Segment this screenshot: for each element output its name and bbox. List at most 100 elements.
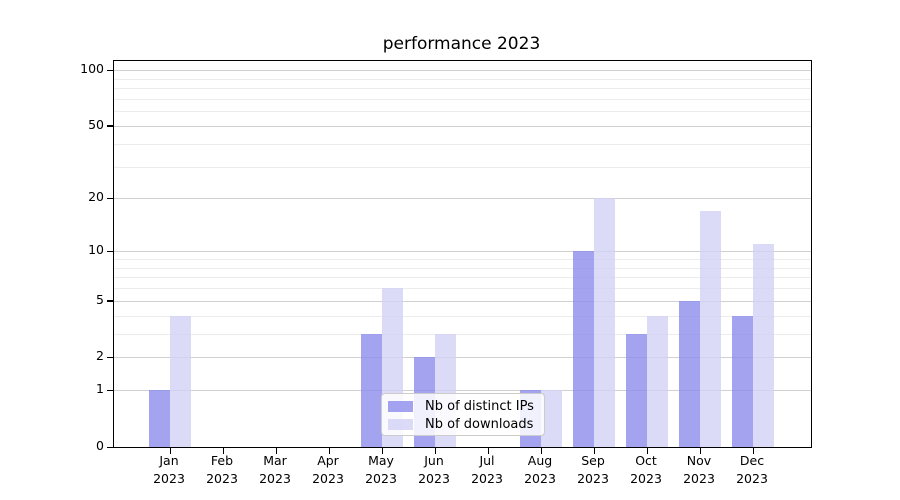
bar-downloads-nov [700,211,721,447]
y-tick-label-1: 1 [96,381,104,397]
chart-title: performance 2023 [382,34,541,54]
x-tick-mark [752,448,754,454]
month-year: 2023 [206,470,238,486]
x-tick-mark [381,448,383,454]
y-tick-mark [107,356,113,359]
bar-downloads-aug [541,390,562,447]
x-tick-mark [540,448,542,454]
y-tick-label-2: 2 [96,348,104,364]
x-tick-label-jul: Jul 2023 [455,452,519,487]
x-tick-label-feb: Feb 2023 [190,452,254,487]
month-name: Mar [263,453,287,468]
month-year: 2023 [418,470,450,486]
y-tick-label-5: 5 [96,291,104,307]
bar-distinct-ips-oct [626,333,647,447]
x-tick-mark [169,448,171,454]
y-tick-mark [107,389,113,392]
legend-swatch [388,419,413,430]
minor-gridline [114,315,811,317]
month-name: May [368,453,394,468]
minor-gridline [114,88,811,90]
bar-distinct-ips-sep [573,251,594,447]
x-tick-mark [487,448,489,454]
minor-gridline [114,111,811,113]
x-tick-mark [699,448,701,454]
minor-gridline [114,267,811,269]
x-tick-label-oct: Oct 2023 [614,452,678,487]
major-gridline [114,357,811,359]
month-name: Apr [317,453,339,468]
month-year: 2023 [259,470,291,486]
bar-distinct-ips-jan [149,390,170,447]
month-name: Dec [739,453,765,468]
y-tick-mark [107,250,113,253]
x-tick-mark [222,448,224,454]
month-name: Aug [527,453,553,468]
minor-gridline [114,259,811,260]
major-gridline [114,125,811,127]
x-tick-label-sep: Sep 2023 [561,452,625,487]
x-tick-label-may: May 2023 [349,452,413,487]
major-gridline [114,390,811,392]
y-tick-label-100: 100 [80,61,104,77]
x-tick-label-dec: Dec 2023 [720,452,784,487]
x-tick-mark [646,448,648,454]
x-tick-label-apr: Apr 2023 [296,452,360,487]
month-name: Oct [635,453,657,468]
major-gridline [114,251,811,253]
legend-swatch [388,401,413,412]
y-tick-mark [107,446,113,448]
minor-gridline [114,166,811,168]
bar-downloads-dec [753,244,774,447]
y-tick-mark [107,125,113,127]
month-year: 2023 [153,470,185,486]
minor-gridline [114,98,811,100]
x-tick-mark [275,448,277,454]
y-tick-label-10: 10 [88,242,104,258]
bar-downloads-oct [647,315,668,447]
x-tick-mark [593,448,595,454]
major-gridline [114,70,811,72]
month-name: Feb [210,453,234,468]
legend-label: Nb of downloads [425,417,534,432]
minor-gridline [114,277,811,279]
x-tick-label-jun: Jun 2023 [402,452,466,487]
y-tick-label-50: 50 [88,116,104,132]
x-tick-mark [434,448,436,454]
minor-gridline [114,143,811,145]
legend-label: Nb of distinct IPs [425,399,534,414]
legend-row-downloads: Nb of downloads [388,416,544,433]
major-gridline [114,300,811,302]
month-year: 2023 [736,470,768,486]
bar-downloads-jan [170,315,191,447]
x-tick-label-aug: Aug 2023 [508,452,572,487]
bar-downloads-sep [594,198,615,447]
bar-distinct-ips-may [361,333,382,447]
bar-distinct-ips-dec [732,315,753,447]
x-tick-mark [328,448,330,454]
month-year: 2023 [683,470,715,486]
month-year: 2023 [577,470,609,486]
month-name: Nov [686,453,712,468]
month-year: 2023 [630,470,662,486]
month-name: Jul [479,453,495,468]
y-tick-mark [107,197,113,200]
x-tick-label-mar: Mar 2023 [243,452,307,487]
y-tick-label-0: 0 [96,438,104,453]
month-year: 2023 [471,470,503,486]
month-year: 2023 [312,470,344,486]
month-year: 2023 [524,470,556,486]
y-tick-mark [107,69,113,72]
major-gridline [114,198,811,200]
legend-box: Nb of distinct IPs Nb of downloads [381,393,545,436]
bar-distinct-ips-nov [679,300,700,447]
minor-gridline [114,333,811,335]
y-tick-label-20: 20 [88,189,104,205]
month-year: 2023 [365,470,397,486]
month-name: Sep [581,453,605,468]
minor-gridline [114,78,811,80]
x-tick-label-nov: Nov 2023 [667,452,731,487]
month-name: Jun [424,453,444,468]
legend-row-distinct-ips: Nb of distinct IPs [388,398,544,415]
